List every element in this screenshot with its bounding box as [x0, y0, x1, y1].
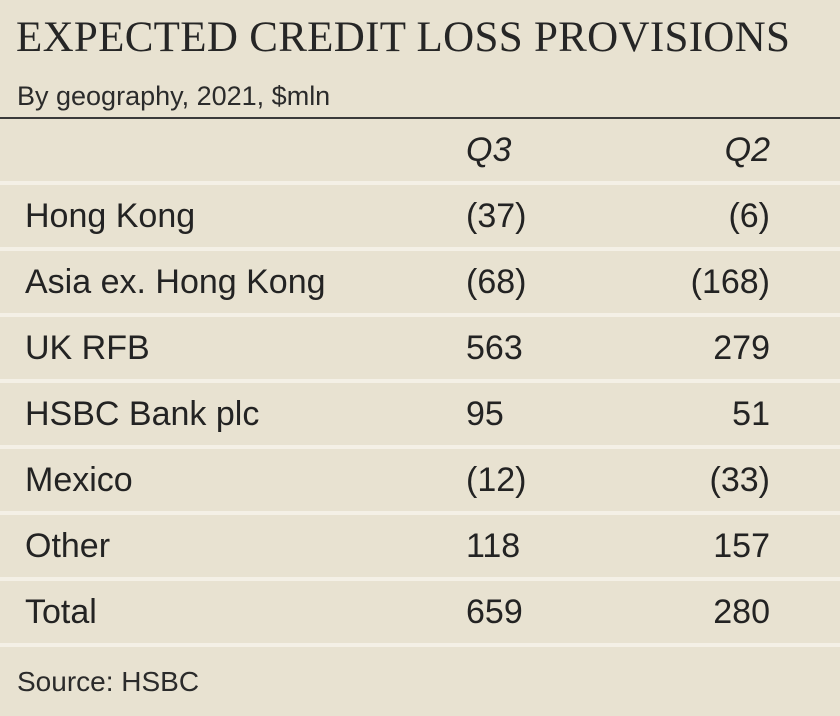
- header-q2-cell: Q2: [724, 131, 770, 169]
- table-subtitle: By geography, 2021, $mln: [17, 81, 331, 111]
- row-q2-value: 157: [713, 527, 770, 565]
- source-note: Source: HSBC: [17, 666, 200, 697]
- row-q2-value: (33): [709, 461, 770, 499]
- row-q2-value: 51: [732, 395, 770, 433]
- table-header-row: Q3 Q2: [0, 119, 840, 185]
- row-label: Total: [25, 593, 97, 631]
- row-q2-value: 279: [713, 329, 770, 367]
- row-q3-value: 95: [466, 395, 504, 433]
- row-label: HSBC Bank plc: [25, 395, 260, 433]
- row-q3-value: 563: [466, 329, 523, 367]
- header-q3-cell: Q3: [466, 131, 512, 169]
- row-label: Hong Kong: [25, 197, 196, 235]
- table-row-mexico: Mexico (12) (33): [0, 449, 840, 515]
- row-q2-value: 280: [713, 593, 770, 631]
- row-q3-value: (12): [466, 461, 527, 499]
- table-row-total: Total 659 280: [0, 581, 840, 647]
- row-q3-value: 659: [466, 593, 523, 631]
- row-label: Mexico: [25, 461, 133, 499]
- table-row-other: Other 118 157: [0, 515, 840, 581]
- row-q2-value: (6): [728, 197, 770, 235]
- provisions-table: Q3 Q2 Hong Kong (37) (6) Asia ex. Hong K…: [0, 119, 840, 647]
- row-q3-value: 118: [466, 527, 521, 565]
- row-label: Asia ex. Hong Kong: [25, 263, 326, 301]
- table-row-asia-ex-hong-kong: Asia ex. Hong Kong (68) (168): [0, 251, 840, 317]
- row-q2-value: (168): [690, 263, 770, 301]
- table-row-uk-rfb: UK RFB 563 279: [0, 317, 840, 383]
- row-label: Other: [25, 527, 111, 565]
- row-q3-value: (37): [466, 197, 527, 235]
- title-divider: [0, 117, 840, 119]
- row-q3-value: (68): [466, 263, 527, 301]
- table-row-hsbc-bank-plc: HSBC Bank plc 95 51: [0, 383, 840, 449]
- table-row-hong-kong: Hong Kong (37) (6): [0, 185, 840, 251]
- row-label: UK RFB: [25, 329, 150, 367]
- table-title: EXPECTED CREDIT LOSS PROVISIONS: [16, 14, 791, 61]
